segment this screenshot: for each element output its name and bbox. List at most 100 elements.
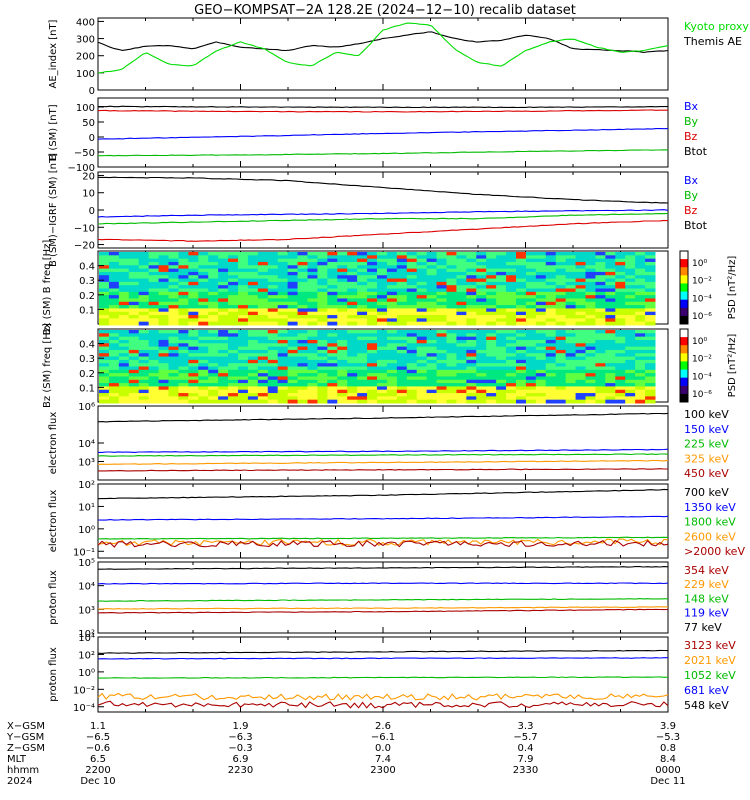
heatmap-cell bbox=[525, 271, 537, 276]
heatmap-cell bbox=[148, 271, 160, 276]
footer-row-label: hhmm bbox=[7, 765, 39, 776]
y-tick-label: 10¹ bbox=[78, 502, 95, 513]
heatmap-cell bbox=[228, 305, 239, 309]
heatmap-cell bbox=[247, 252, 259, 256]
heatmap-cell bbox=[406, 379, 418, 384]
heatmap-cell bbox=[535, 386, 547, 391]
heatmap-cell bbox=[178, 359, 189, 364]
heatmap-cell bbox=[138, 373, 150, 377]
heatmap-cell bbox=[496, 271, 507, 276]
heatmap-cell bbox=[555, 311, 567, 316]
heatmap-cell bbox=[396, 399, 408, 404]
heatmap-cell bbox=[367, 271, 378, 276]
heatmap-cell bbox=[247, 305, 259, 309]
heatmap-cell bbox=[635, 255, 646, 260]
heatmap-cell bbox=[337, 363, 348, 367]
heatmap-cell bbox=[436, 255, 447, 260]
y-axis-label: electron flux bbox=[48, 490, 59, 553]
heatmap-cell bbox=[525, 356, 537, 361]
heatmap-cell bbox=[297, 261, 308, 266]
heatmap-cell bbox=[327, 308, 338, 313]
heatmap-cell bbox=[327, 393, 338, 397]
heatmap-cell bbox=[118, 383, 130, 387]
heatmap-cell bbox=[446, 376, 457, 381]
heatmap-cell bbox=[337, 258, 348, 263]
heatmap-cell bbox=[496, 275, 507, 280]
heatmap-cell bbox=[377, 399, 388, 404]
heatmap-cell bbox=[317, 363, 328, 367]
heatmap-cell bbox=[436, 268, 447, 273]
heatmap-cell bbox=[396, 295, 408, 299]
heatmap-cell bbox=[188, 278, 199, 283]
heatmap-cell bbox=[605, 343, 616, 348]
heatmap-cell bbox=[615, 339, 626, 344]
heatmap-cell bbox=[565, 318, 577, 323]
heatmap-cell bbox=[535, 383, 547, 387]
heatmap-cell bbox=[128, 275, 140, 280]
heatmap-cell bbox=[575, 281, 586, 286]
heatmap-cell bbox=[357, 346, 368, 351]
heatmap-cell bbox=[446, 349, 457, 354]
heatmap-cell bbox=[476, 396, 487, 401]
y-tick-label: 0 bbox=[89, 206, 95, 217]
heatmap-cell bbox=[118, 298, 130, 303]
heatmap-cell bbox=[218, 315, 229, 319]
heatmap-cell bbox=[377, 396, 388, 401]
heatmap-cell bbox=[545, 389, 557, 394]
footer-value: Dec 11 bbox=[650, 776, 685, 787]
heatmap-cell bbox=[178, 311, 189, 316]
heatmap-cell bbox=[635, 353, 646, 358]
heatmap-cell bbox=[486, 353, 497, 358]
heatmap-cell bbox=[128, 281, 140, 286]
panel-9 bbox=[97, 636, 669, 713]
heatmap-cell bbox=[486, 255, 497, 260]
heatmap-cell bbox=[446, 396, 457, 401]
heatmap-cell bbox=[287, 393, 299, 397]
heatmap-cell bbox=[406, 383, 418, 387]
y-tick-label: 10³ bbox=[78, 605, 95, 616]
heatmap-cell bbox=[396, 369, 408, 374]
heatmap-cell bbox=[406, 349, 418, 354]
heatmap-cell bbox=[287, 275, 299, 280]
heatmap-cell bbox=[99, 349, 110, 354]
heatmap-cell bbox=[347, 285, 358, 289]
heatmap-cell bbox=[456, 339, 467, 344]
heatmap-cell bbox=[118, 305, 130, 309]
heatmap-cell bbox=[367, 336, 378, 341]
heatmap-cell bbox=[476, 318, 487, 323]
heatmap-cell bbox=[267, 376, 279, 381]
heatmap-cell bbox=[456, 308, 467, 313]
heatmap-cell bbox=[238, 311, 249, 316]
heatmap-cell bbox=[605, 311, 616, 316]
heatmap-cell bbox=[585, 315, 596, 319]
heatmap-cell bbox=[198, 305, 209, 309]
heatmap-cell bbox=[337, 252, 348, 256]
heatmap-cell bbox=[645, 349, 656, 354]
heatmap-cell bbox=[446, 379, 457, 384]
heatmap-cell bbox=[347, 298, 358, 303]
heatmap-cell bbox=[506, 305, 517, 309]
heatmap-cell bbox=[575, 389, 586, 394]
heatmap-cell bbox=[466, 301, 477, 306]
heatmap-cell bbox=[605, 278, 616, 283]
heatmap-cell bbox=[496, 298, 507, 303]
heatmap-cell bbox=[257, 376, 269, 381]
heatmap-cell bbox=[525, 285, 537, 289]
heatmap-cell bbox=[486, 311, 497, 316]
heatmap-cell bbox=[436, 258, 447, 263]
heatmap-cell bbox=[178, 353, 189, 358]
heatmap-cell bbox=[416, 305, 428, 309]
heatmap-cell bbox=[99, 265, 110, 270]
footer-value: 3.3 bbox=[518, 721, 534, 732]
heatmap-cell bbox=[208, 285, 219, 289]
heatmap-cell bbox=[158, 343, 169, 348]
heatmap-cell bbox=[585, 318, 596, 323]
heatmap-cell bbox=[317, 379, 328, 384]
heatmap-cell bbox=[486, 373, 497, 377]
heatmap-cell bbox=[118, 255, 130, 260]
heatmap-cell bbox=[377, 301, 388, 306]
heatmap-cell bbox=[257, 399, 269, 404]
legend-entry: 1052 keV bbox=[684, 669, 736, 682]
heatmap-cell bbox=[99, 258, 110, 263]
heatmap-cell bbox=[317, 376, 328, 381]
